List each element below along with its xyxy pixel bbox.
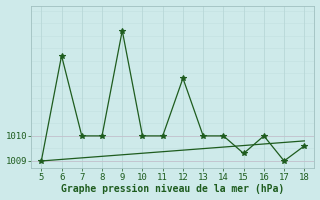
X-axis label: Graphe pression niveau de la mer (hPa): Graphe pression niveau de la mer (hPa) — [61, 184, 284, 194]
